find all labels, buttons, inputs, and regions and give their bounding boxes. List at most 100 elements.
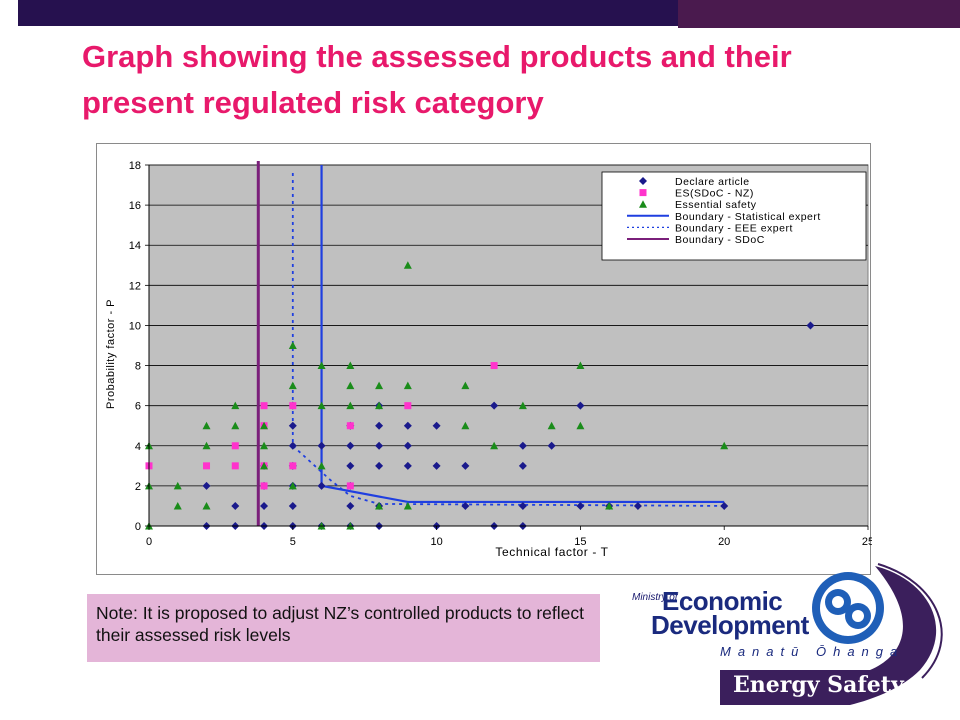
point-2-26 <box>461 421 470 430</box>
legend-marker-0 <box>639 177 647 185</box>
point-1-8 <box>260 402 268 410</box>
x-tick-label-20: 20 <box>718 536 730 548</box>
chart-frame: 0 2 4 6 8 10 12 14 16 18 0 5 10 15 20 25 Technical fact… <box>96 143 872 575</box>
y-tick-label-4: 4 <box>135 441 141 453</box>
point-0-20 <box>720 501 729 510</box>
point-0-49 <box>576 401 585 410</box>
point-2-32 <box>576 361 585 370</box>
point-0-11 <box>260 501 269 510</box>
point-2-9 <box>231 401 240 410</box>
header-bar <box>18 0 678 26</box>
point-1-2 <box>231 462 239 470</box>
logo-swoosh <box>720 566 937 705</box>
point-2-25 <box>403 261 412 269</box>
boundary-lines <box>256 160 725 526</box>
point-2-20 <box>346 381 355 390</box>
x-axis-label: Technical factor - T <box>495 545 608 559</box>
point-2-13 <box>288 481 297 490</box>
point-0-24 <box>317 481 326 490</box>
legend-label-0: Declare article <box>675 176 750 188</box>
y-tick-label-0: 0 <box>135 521 141 533</box>
point-0-41 <box>288 421 297 430</box>
x-tick-label-25: 25 <box>862 536 872 548</box>
point-0-13 <box>346 501 355 510</box>
x-tick-label-10: 10 <box>430 536 442 548</box>
economic-text: Economic <box>662 586 783 616</box>
point-0-21 <box>202 481 211 490</box>
point-2-12 <box>260 461 269 470</box>
boundary-line-1 <box>291 173 725 507</box>
point-2-10 <box>260 441 269 450</box>
point-0-34 <box>288 441 297 450</box>
y-tick-label-6: 6 <box>135 401 141 413</box>
point-2-11 <box>260 421 269 430</box>
point-0-50 <box>806 321 815 330</box>
point-0-17 <box>576 501 585 510</box>
point-2-31 <box>576 421 585 430</box>
point-0-28 <box>346 461 355 470</box>
point-2-14 <box>288 381 297 390</box>
boundary-line-0 <box>320 165 725 504</box>
y-tick-label-18: 18 <box>129 160 141 172</box>
y-tick-label-2: 2 <box>135 481 141 493</box>
point-1-10 <box>404 402 412 410</box>
legend-marker-1 <box>639 189 647 197</box>
legend-label-2: Essential safety <box>675 199 757 211</box>
point-0-48 <box>490 401 499 410</box>
energy-safety-text: Energy Safety <box>733 672 904 698</box>
point-2-15 <box>288 341 297 349</box>
point-2-4 <box>173 481 182 490</box>
point-0-30 <box>403 461 412 470</box>
ministry-logo <box>720 563 943 705</box>
legend-label-5: Boundary - SDoC <box>675 234 765 246</box>
y-tick-label-10: 10 <box>129 320 141 332</box>
point-1-4 <box>289 462 297 470</box>
point-2-2 <box>202 501 211 510</box>
point-2-29 <box>518 401 527 410</box>
point-0-43 <box>375 421 384 430</box>
point-2-33 <box>605 501 614 510</box>
point-2-22 <box>375 381 384 390</box>
point-0-31 <box>432 461 441 470</box>
point-2-34 <box>720 441 729 450</box>
point-2-6 <box>202 441 211 450</box>
left-header-gap <box>0 0 18 30</box>
point-1-1 <box>203 462 211 470</box>
ministry-of-text: Ministry of <box>632 592 678 603</box>
point-0-35 <box>317 441 326 450</box>
point-2-21 <box>346 361 355 370</box>
point-0-45 <box>432 421 441 430</box>
scatter-chart: 0 2 4 6 8 10 12 14 16 18 0 5 10 15 20 25 Technical fact… <box>105 160 872 559</box>
point-2-27 <box>461 381 470 390</box>
point-0-15 <box>461 501 470 510</box>
point-2-1 <box>173 501 182 510</box>
point-0-29 <box>375 461 384 470</box>
y-tick-label-16: 16 <box>129 200 141 212</box>
header-bar-accent <box>678 0 960 28</box>
point-2-35 <box>403 501 412 510</box>
point-0-12 <box>288 501 297 510</box>
point-2-28 <box>490 441 499 450</box>
point-2-30 <box>547 421 556 430</box>
point-0-39 <box>518 441 527 450</box>
legend-label-4: Boundary - EEE expert <box>675 222 793 234</box>
point-0-37 <box>375 441 384 450</box>
point-2-19 <box>346 401 355 410</box>
maori-name-text: Manatū Ōhanga <box>720 644 905 659</box>
legend-label-3: Boundary - Statistical expert <box>675 211 821 223</box>
legend-marker-2 <box>639 200 647 208</box>
point-1-13 <box>346 482 354 490</box>
y-axis-label: Probability factor - P <box>105 299 117 409</box>
point-0-19 <box>633 501 642 510</box>
data-points <box>145 261 815 530</box>
x-tick-label-0: 0 <box>146 536 152 548</box>
point-0-38 <box>403 441 412 450</box>
point-1-5 <box>231 442 239 450</box>
point-0-33 <box>518 461 527 470</box>
legend-label-1: ES(SDoC - NZ) <box>675 188 754 200</box>
point-2-23 <box>375 401 384 410</box>
point-0-16 <box>518 501 527 510</box>
point-0-44 <box>403 421 412 430</box>
y-tick-label-8: 8 <box>135 361 141 373</box>
